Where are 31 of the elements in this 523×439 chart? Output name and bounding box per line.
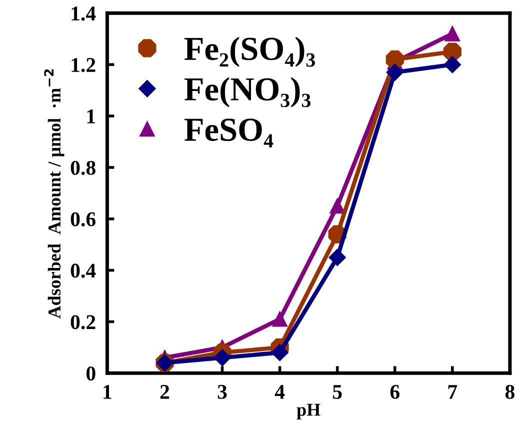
point (214, 349, 231, 366)
x-tick-label: 4 (274, 385, 285, 399)
x-tick-label: 2 (160, 384, 170, 399)
legend-label: Fe₂(SO₄)₃ (184, 36, 315, 67)
point (328, 248, 346, 266)
y-tick-label: 0.4 (70, 264, 96, 278)
y-tick-label: 1.2 (72, 58, 96, 72)
y-axis-title: Adsorbed Amount / μmol ·m$^{−2}$ (44, 69, 64, 319)
x-tick-label: 7 (448, 385, 458, 399)
point (271, 344, 288, 362)
point (272, 312, 288, 327)
point (386, 50, 404, 68)
point (386, 64, 404, 81)
point (444, 26, 460, 42)
x-axis-title: pH (296, 404, 320, 420)
x-tick-label: 3 (218, 384, 227, 399)
x-tick-label: 1 (104, 384, 112, 399)
y-tick-label: 0.8 (70, 160, 96, 175)
x-tick-label: 8 (505, 384, 514, 399)
y-tick-label: 0.6 (70, 212, 96, 226)
y-tick-label: 1.4 (72, 6, 96, 21)
x-tick-label: 6 (390, 384, 400, 399)
y-tick-label: 0.2 (70, 315, 96, 330)
point (443, 42, 462, 61)
x-tick-label: 5 (332, 385, 342, 399)
legend-label: FeSO₄ (184, 118, 274, 148)
y-tick-label: 0 (86, 366, 96, 381)
legend-label: Fe(NO₃)₃ (184, 77, 311, 108)
point (330, 198, 345, 214)
point (444, 56, 461, 74)
y-tick-label: 1 (87, 109, 96, 124)
